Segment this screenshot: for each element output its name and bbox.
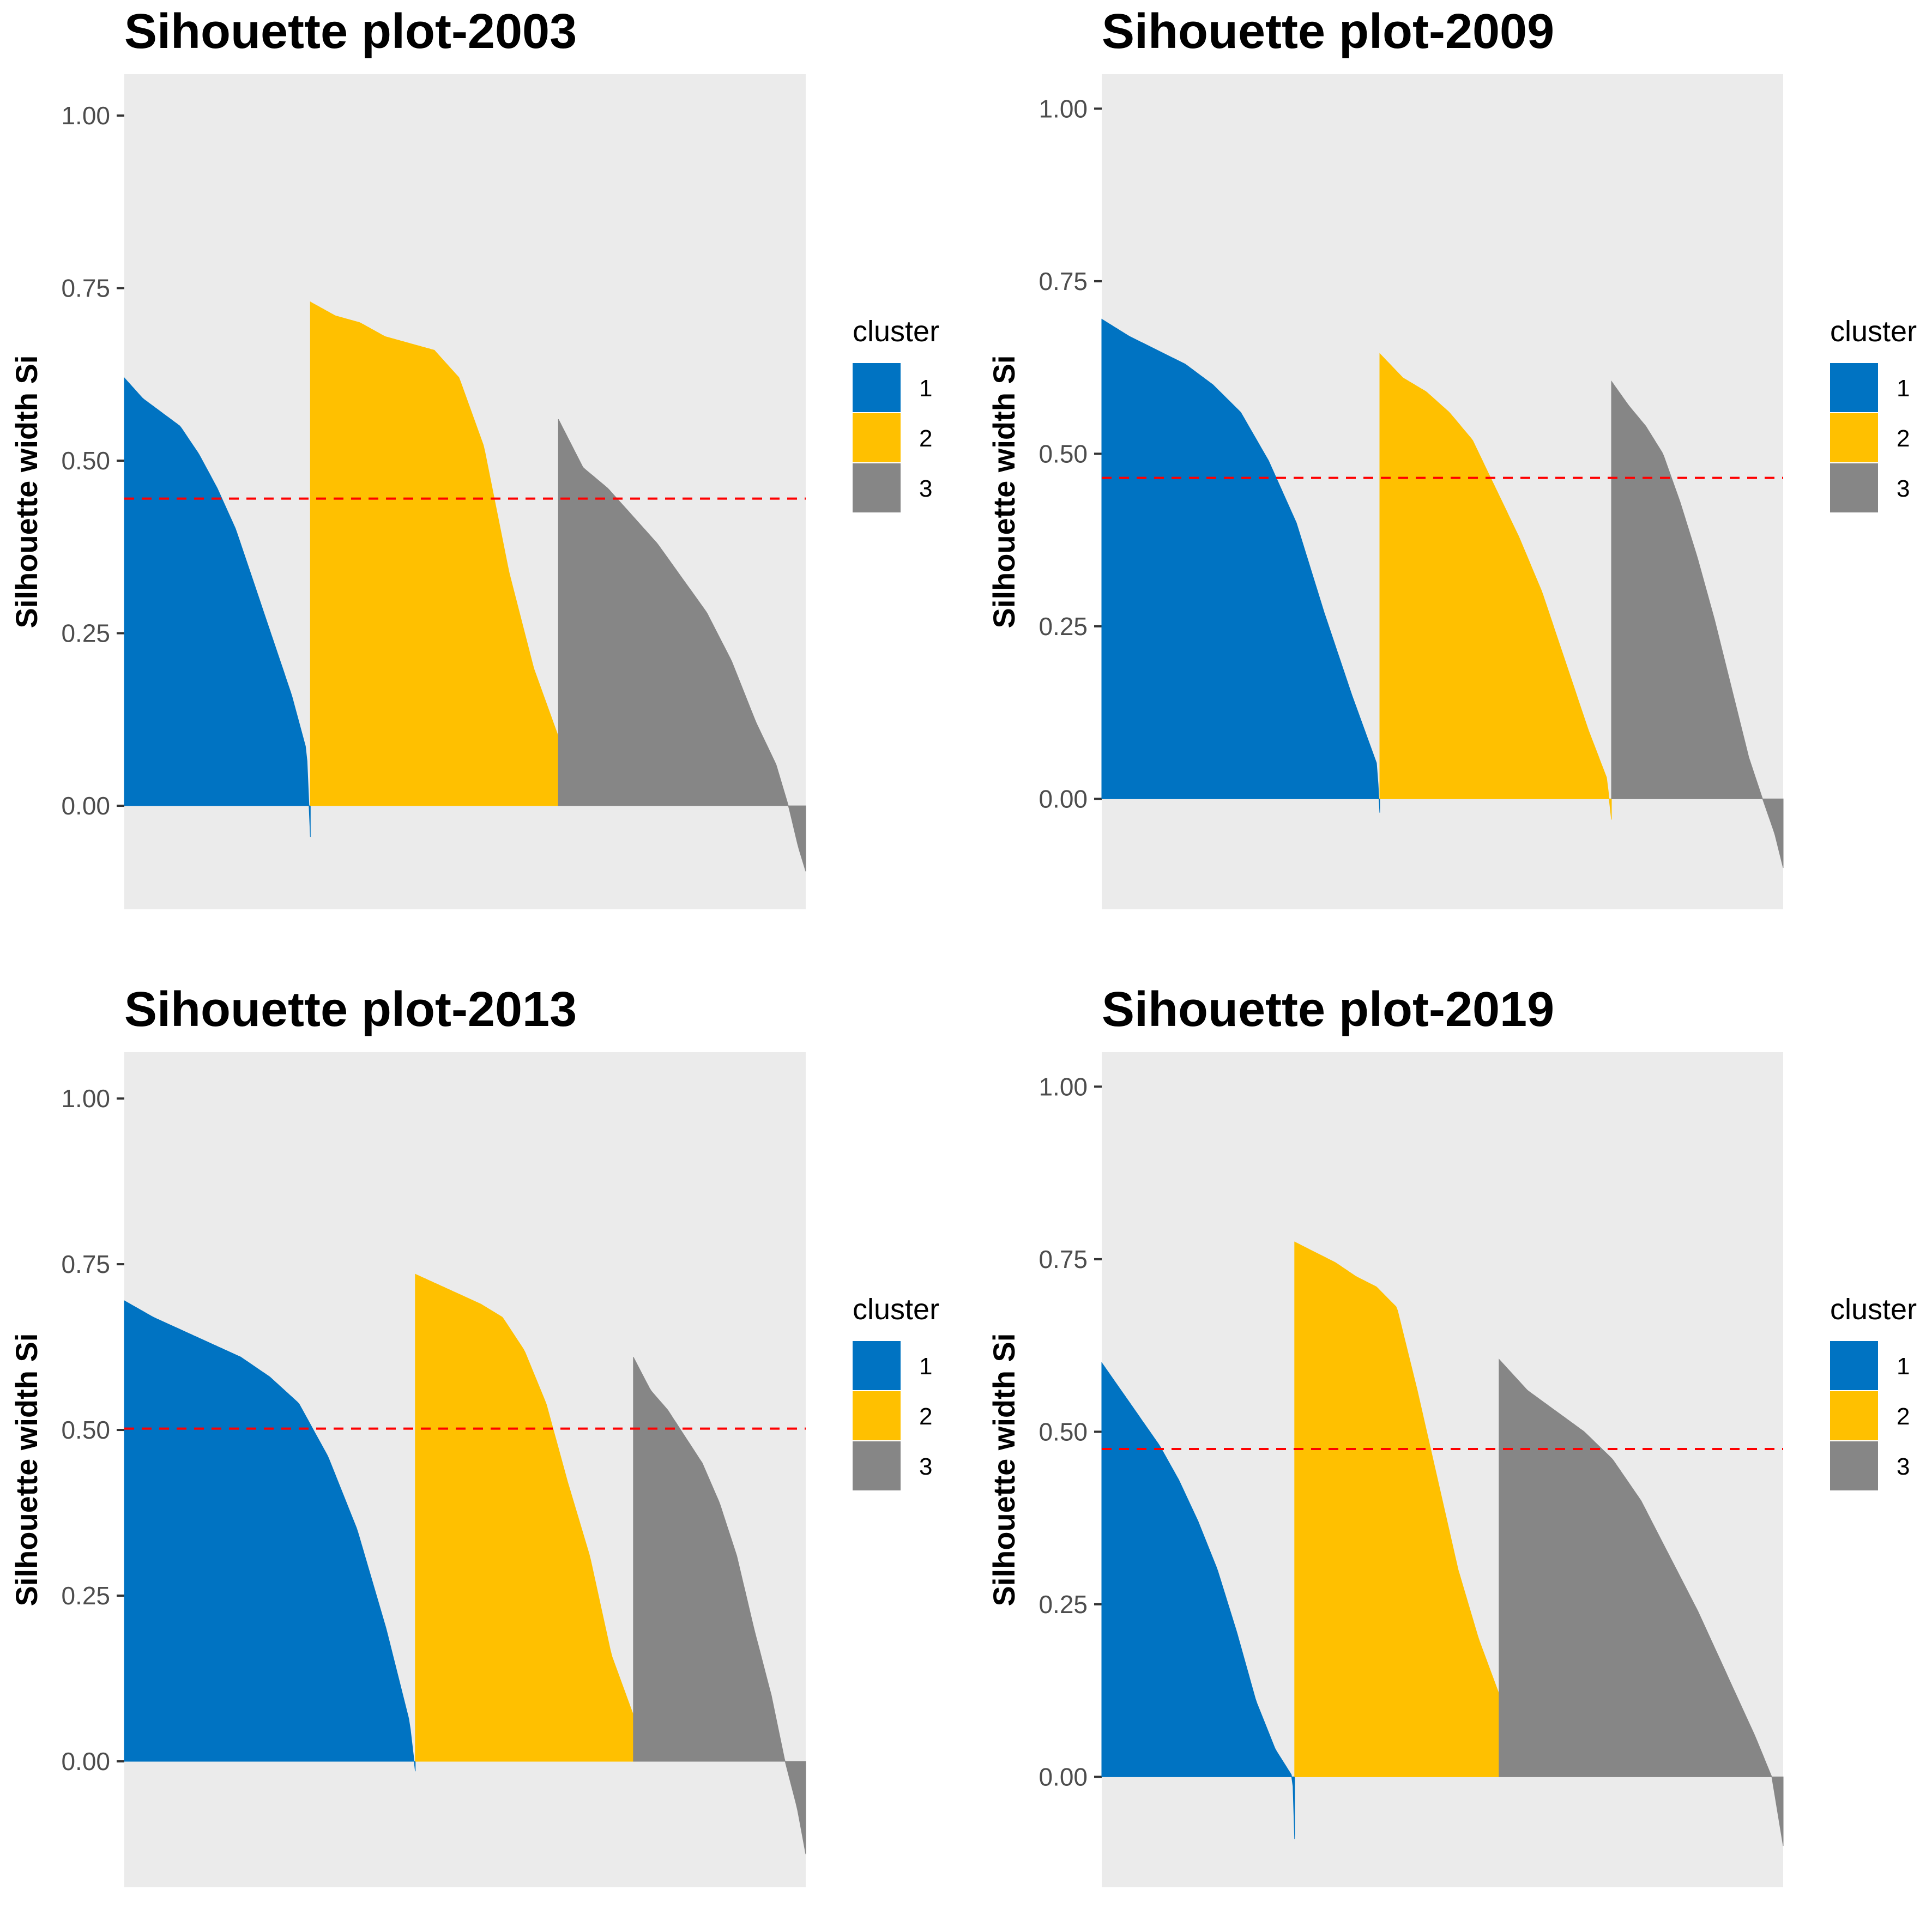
cluster-3-silhouette-bars xyxy=(633,1357,806,1855)
silhouette-panel-1: Sihouette plot-2003 Silhouette width Si 0.… xyxy=(9,4,939,909)
legend-key-cluster-3 xyxy=(853,1441,901,1490)
chart-title: Sihouette plot-2019 xyxy=(1102,982,1554,1037)
legend-label-cluster-3: 3 xyxy=(919,475,932,502)
legend-key-cluster-2 xyxy=(1830,413,1878,462)
y-axis-label: Silhouette width Si xyxy=(9,1333,44,1607)
y-tick-label: 0.50 xyxy=(1039,1417,1088,1446)
cluster-1-silhouette-bars xyxy=(124,377,311,837)
legend-label-cluster-1: 1 xyxy=(919,375,932,402)
y-tick-label: 0.25 xyxy=(61,1581,110,1610)
y-tick-label: 0.75 xyxy=(61,1250,110,1278)
cluster-1-silhouette-bars xyxy=(1101,1362,1295,1839)
y-tick-label: 0.25 xyxy=(61,619,110,648)
legend-label-cluster-3: 3 xyxy=(919,1453,932,1480)
y-tick-label: 1.00 xyxy=(1039,94,1088,123)
y-tick-label: 0.25 xyxy=(1039,1590,1088,1619)
cluster-3-silhouette-bars xyxy=(1499,1358,1784,1846)
legend-key-cluster-1 xyxy=(853,1341,901,1390)
silhouette-panel-2: Sihouette plot-2009 Silhouette width Si 0.… xyxy=(987,4,1917,909)
legend-label-cluster-3: 3 xyxy=(1897,475,1910,502)
y-tick-label: 0.00 xyxy=(1039,784,1088,813)
cluster-1-silhouette-bars xyxy=(124,1300,416,1772)
legend-title: cluster xyxy=(1830,315,1917,348)
legend-key-cluster-3 xyxy=(853,463,901,512)
cluster-2-silhouette-bars xyxy=(1379,353,1612,820)
legend-label-cluster-2: 2 xyxy=(1897,1403,1910,1430)
y-tick-label: 0.50 xyxy=(1039,439,1088,468)
legend-label-cluster-3: 3 xyxy=(1897,1453,1910,1480)
y-axis-label: Silhouette width Si xyxy=(987,1333,1021,1607)
legend-key-cluster-2 xyxy=(853,413,901,462)
chart-title: Sihouette plot-2009 xyxy=(1102,4,1554,59)
legend-key-cluster-3 xyxy=(1830,463,1878,512)
legend-label-cluster-2: 2 xyxy=(919,1403,932,1430)
cluster-2-silhouette-bars xyxy=(415,1273,634,1762)
y-tick-label: 0.50 xyxy=(61,446,110,475)
legend-title: cluster xyxy=(853,1293,939,1326)
legend-key-cluster-1 xyxy=(1830,1341,1878,1390)
legend-key-cluster-1 xyxy=(853,363,901,412)
silhouette-panel-4: Sihouette plot-2019 Silhouette width Si 0.… xyxy=(987,982,1917,1887)
cluster-3-silhouette-bars xyxy=(1611,380,1784,868)
y-axis-label: Silhouette width Si xyxy=(987,355,1021,629)
y-tick-label: 1.00 xyxy=(1039,1072,1088,1101)
y-tick-label: 0.00 xyxy=(61,1747,110,1776)
silhouette-panel-3: Sihouette plot-2013 Silhouette width Si 0.… xyxy=(9,982,939,1887)
legend-label-cluster-1: 1 xyxy=(1897,1353,1910,1380)
y-tick-label: 0.75 xyxy=(61,274,110,302)
legend-title: cluster xyxy=(1830,1293,1917,1326)
legend-key-cluster-1 xyxy=(1830,363,1878,412)
cluster-3-silhouette-bars xyxy=(558,419,806,872)
legend-title: cluster xyxy=(853,315,939,348)
y-tick-label: 0.00 xyxy=(1039,1762,1088,1791)
legend-key-cluster-2 xyxy=(1830,1391,1878,1440)
y-tick-label: 0.75 xyxy=(1039,1245,1088,1273)
legend-key-cluster-2 xyxy=(853,1391,901,1440)
cluster-2-silhouette-bars xyxy=(310,301,559,806)
y-axis-label: Silhouette width Si xyxy=(9,355,44,629)
y-tick-label: 0.50 xyxy=(61,1416,110,1444)
y-tick-label: 0.25 xyxy=(1039,612,1088,641)
y-tick-label: 0.75 xyxy=(1039,267,1088,295)
y-tick-label: 1.00 xyxy=(61,101,110,130)
chart-title: Sihouette plot-2003 xyxy=(124,4,577,59)
chart-title: Sihouette plot-2013 xyxy=(124,982,577,1037)
cluster-1-silhouette-bars xyxy=(1101,318,1380,813)
legend-label-cluster-1: 1 xyxy=(1897,375,1910,402)
legend-label-cluster-1: 1 xyxy=(919,1353,932,1380)
cluster-2-silhouette-bars xyxy=(1294,1241,1500,1777)
y-tick-label: 1.00 xyxy=(61,1084,110,1113)
legend-label-cluster-2: 2 xyxy=(1897,425,1910,452)
legend-key-cluster-3 xyxy=(1830,1441,1878,1490)
y-tick-label: 0.00 xyxy=(61,792,110,820)
legend-label-cluster-2: 2 xyxy=(919,425,932,452)
